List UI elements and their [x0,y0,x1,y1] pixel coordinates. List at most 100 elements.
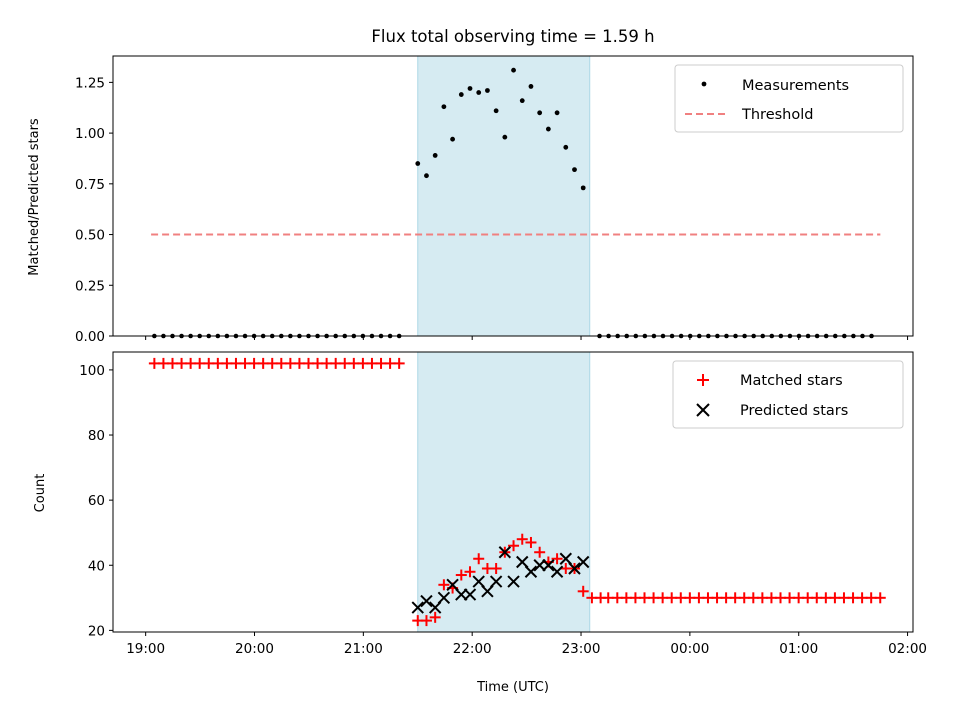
bottom-x-tick-label: 02:00 [888,641,927,657]
matched-star-point [464,566,476,578]
predicted-star-point [568,562,581,575]
bottom-x-tick-label: 23:00 [562,641,601,657]
bottom-y-tick-label: 60 [88,493,105,509]
matched-star-point [577,585,589,597]
bottom-panel: 20 40 60 80 100 19:00 20:00 21:00 22:00 23:00 00:0… [33,351,927,695]
predicted-star-stroke-b [568,562,581,575]
predicted-star-stroke-b [472,575,485,588]
measurement-point [554,110,560,116]
bottom-x-tick-label: 20:00 [235,641,274,657]
measurement-point [572,167,577,173]
top-legend: Measurements Threshold [674,64,904,133]
top-y-tick-label: 0.00 [75,329,105,345]
predicted-star-stroke-b [576,555,590,569]
legend-measurements-marker [701,81,707,87]
predicted-star-stroke-b [420,594,433,608]
top-y-tick-label: 1.25 [75,75,105,91]
bottom-y-tick-label: 80 [88,428,105,444]
measurement-point [493,108,499,114]
predicted-star-point [446,578,459,591]
measurement-point [450,136,455,142]
predicted-star-stroke-b [524,565,538,578]
bottom-y-tick-label: 100 [79,363,105,379]
bottom-legend: Matched stars Predicted stars [672,360,904,429]
predicted-star-point [489,575,503,588]
bottom-x-tick-label: 21:00 [344,641,383,657]
legend-threshold-label: Threshold [741,107,813,123]
predicted-star-point [516,555,529,569]
predicted-star-point [507,575,520,588]
matched-star-point [551,553,563,565]
predicted-star-stroke-b [437,591,451,605]
top-y-axis-label: Matched/Predicted stars [27,118,42,276]
top-y-tick-label: 0.50 [75,228,105,244]
bottom-axes-frame [112,351,914,633]
predicted-star-stroke-b [507,575,520,588]
matched-star-point [393,357,405,369]
matched-star-point [595,592,607,604]
predicted-star-stroke-b [559,552,572,565]
measurement-point [458,92,464,97]
top-legend-box [674,64,904,133]
top-y-tick-label: 0.25 [75,278,105,294]
legend-predicted-marker [696,403,710,417]
matched-star-point [516,533,528,545]
measurement-point [415,161,421,166]
legend-matched-label: Matched stars [740,373,843,389]
measurement-point [537,110,543,116]
predicted-star-stroke-b [498,546,512,559]
matched-star-point [490,563,502,575]
top-axes-frame [112,55,914,337]
bottom-y-tick-label: 40 [88,558,105,574]
measurement-point [528,84,534,89]
matched-star-point [455,569,467,581]
top-panel: 0.00 0.25 0.50 0.75 1.00 1.25 Matched/Predict… [27,55,914,345]
bottom-x-tick-label: 01:00 [779,641,818,657]
measurement-point [502,134,508,140]
predicted-star-point [420,594,433,608]
predicted-star-stroke-b [463,588,477,601]
bottom-y-tick-label: 20 [88,623,105,639]
predicted-star-point [411,601,424,614]
measurement-point [519,98,525,104]
predicted-star-point [437,591,451,605]
bottom-x-tick-label: 19:00 [126,641,165,657]
measurement-point [467,86,473,91]
bottom-plot-area: 20 40 60 80 100 19:00 20:00 21:00 22:00 23:00 00:0… [79,351,927,657]
predicted-star-point [498,546,512,559]
predicted-star-point [542,559,555,572]
predicted-star-stroke-b [411,601,424,614]
legend-matched-marker [697,374,709,386]
predicted-star-point [550,565,564,578]
measurement-point [580,185,586,191]
measurement-point [441,104,447,110]
measurement-point [563,144,569,150]
measurement-point [511,67,516,73]
predicted-star-stroke-b [489,575,503,588]
top-y-tick-label: 1.00 [75,126,105,142]
legend-predicted-label: Predicted stars [740,403,848,419]
bottom-x-tick-label: 00:00 [670,641,709,657]
measurement-point [545,126,551,132]
top-plot-area: 0.00 0.25 0.50 0.75 1.00 1.25 [75,55,914,345]
matched-star-point [534,546,546,558]
predicted-star-stroke-b [446,578,459,591]
top-chart-title: Flux total observing time = 1.59 h [371,27,654,46]
bottom-y-axis-label: Count [33,474,48,513]
predicted-star-stroke-b [481,585,494,598]
predicted-star-point [559,552,572,565]
matched-star-point [420,615,432,627]
predicted-star-point [524,565,538,578]
predicted-star-point [463,588,477,601]
matched-star-point [438,579,450,591]
top-shaded-span [417,56,590,336]
predicted-star-stroke-b [516,555,529,569]
matched-star-point [429,611,441,623]
predicted-star-point [472,575,485,588]
matched-star-point [525,536,537,548]
predicted-star-point [428,601,442,614]
predicted-star-stroke-b [550,565,564,578]
measurement-point [485,88,490,93]
bottom-x-tick-label: 22:00 [453,641,492,657]
matched-star-point [874,592,886,604]
